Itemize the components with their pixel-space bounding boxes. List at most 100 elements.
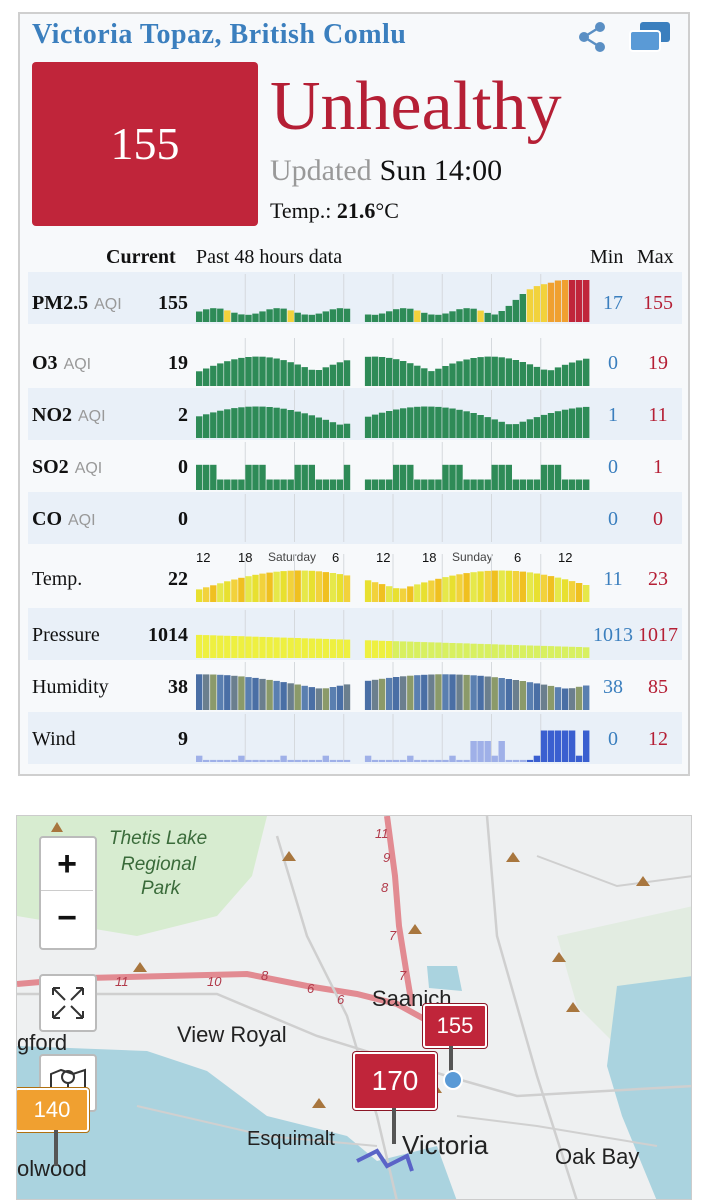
axis-day: Saturday <box>268 550 317 564</box>
history-bar <box>533 573 541 602</box>
location-dot <box>443 1070 463 1090</box>
history-bar <box>315 313 322 322</box>
history-bar <box>421 406 428 438</box>
row-pm25[interactable]: PM2.5 AQI 155 17 155 <box>28 272 682 324</box>
history-bar <box>512 759 519 762</box>
row-humidity[interactable]: Humidity 38 38 85 <box>28 660 682 712</box>
row-so2[interactable]: SO2 AQI 0 0 1 <box>28 440 682 492</box>
history-bar <box>414 675 421 710</box>
zoom-in-button[interactable]: + <box>41 838 93 891</box>
history-bar <box>568 479 576 490</box>
history-bar <box>336 574 344 602</box>
history-bar <box>456 643 463 658</box>
history-bar <box>505 570 512 602</box>
history-bar <box>224 479 231 490</box>
station-title[interactable]: Victoria Topaz, British Comlu <box>32 19 407 50</box>
history-sparkline <box>244 494 542 542</box>
history-bar <box>463 573 470 602</box>
history-bar <box>266 357 273 386</box>
max-value: 85 <box>648 676 668 698</box>
min-value: 0 <box>608 508 618 530</box>
history-bar <box>329 759 337 762</box>
history-bar <box>533 366 541 386</box>
history-bar <box>343 639 351 658</box>
history-bar <box>336 424 344 438</box>
history-bar <box>203 587 210 602</box>
history-bar <box>308 369 315 386</box>
marker-pin <box>392 1108 396 1144</box>
history-bar <box>477 357 484 386</box>
history-bar <box>470 308 477 322</box>
history-bar <box>217 759 224 762</box>
history-bar <box>287 637 294 658</box>
history-bar <box>273 308 280 322</box>
road-number: 8 <box>381 880 389 895</box>
history-bar <box>203 674 210 710</box>
history-bar <box>554 730 562 762</box>
current-value: 22 <box>168 568 188 590</box>
zoom-out-button[interactable]: − <box>57 899 77 937</box>
fullscreen-button[interactable] <box>39 974 97 1032</box>
row-co[interactable]: CO AQI 0 0 0 <box>28 492 682 544</box>
history-bar <box>273 571 280 602</box>
place-label: View Royal <box>177 1022 287 1047</box>
history-bar <box>568 362 576 386</box>
history-bar <box>540 414 548 438</box>
history-bar <box>498 741 505 762</box>
history-bar <box>421 312 428 322</box>
history-bar <box>533 755 541 762</box>
unit-label: AQI <box>78 408 106 425</box>
row-pressure[interactable]: Pressure 1014 1013 1017 <box>28 608 682 660</box>
history-bar <box>203 464 210 490</box>
history-bar <box>449 408 456 438</box>
history-bar <box>519 571 526 602</box>
history-bar <box>329 422 337 438</box>
history-bar <box>378 678 386 710</box>
updated-label: Updated <box>270 154 372 187</box>
row-label: Temp. <box>32 568 82 591</box>
station-map[interactable]: Thetis Lake Regional Park View Royal Saa… <box>16 815 692 1200</box>
history-bar <box>308 464 315 490</box>
history-bar <box>519 681 526 710</box>
history-bar <box>315 688 322 710</box>
history-bar <box>526 682 534 710</box>
pollutant-name: NO2 <box>32 404 72 426</box>
history-bar <box>519 645 526 658</box>
history-bar <box>280 479 287 490</box>
history-bar <box>245 759 252 762</box>
station-marker[interactable]: 170 <box>353 1052 437 1110</box>
row-no2[interactable]: NO2 AQI 2 1 11 <box>28 388 682 440</box>
history-bar <box>463 308 470 322</box>
row-wind[interactable]: Wind 9 0 12 <box>28 712 682 764</box>
history-bar <box>364 755 372 762</box>
history-bar <box>252 677 259 710</box>
row-o3[interactable]: O3 AQI 19 0 19 <box>28 336 682 388</box>
history-bar <box>575 583 583 602</box>
history-bar <box>477 571 484 602</box>
history-bar <box>322 572 329 602</box>
history-bar <box>343 308 351 322</box>
history-bar <box>491 644 498 658</box>
pollutant-name: O3 <box>32 352 58 374</box>
map-tiles[interactable] <box>17 816 692 1200</box>
history-bar <box>583 647 590 658</box>
history-bar <box>371 679 379 710</box>
windows-icon[interactable] <box>628 20 672 54</box>
history-bar <box>393 588 400 602</box>
history-bar <box>491 755 498 762</box>
history-bar <box>386 479 393 490</box>
history-bar <box>308 759 315 762</box>
station-marker[interactable]: 155 <box>423 1004 487 1048</box>
history-bar <box>428 674 435 710</box>
history-bar <box>470 358 477 386</box>
row-temp[interactable]: Temp. 22 11 23 <box>28 552 682 604</box>
history-bar <box>231 759 238 762</box>
share-icon[interactable] <box>575 20 609 54</box>
history-bar <box>547 282 555 322</box>
station-marker[interactable]: 140 <box>17 1088 89 1132</box>
history-bar <box>540 464 548 490</box>
min-value: 1 <box>608 404 618 426</box>
history-bar <box>393 409 400 438</box>
temp-label: Temp.: <box>270 198 332 223</box>
history-bar <box>308 638 315 658</box>
